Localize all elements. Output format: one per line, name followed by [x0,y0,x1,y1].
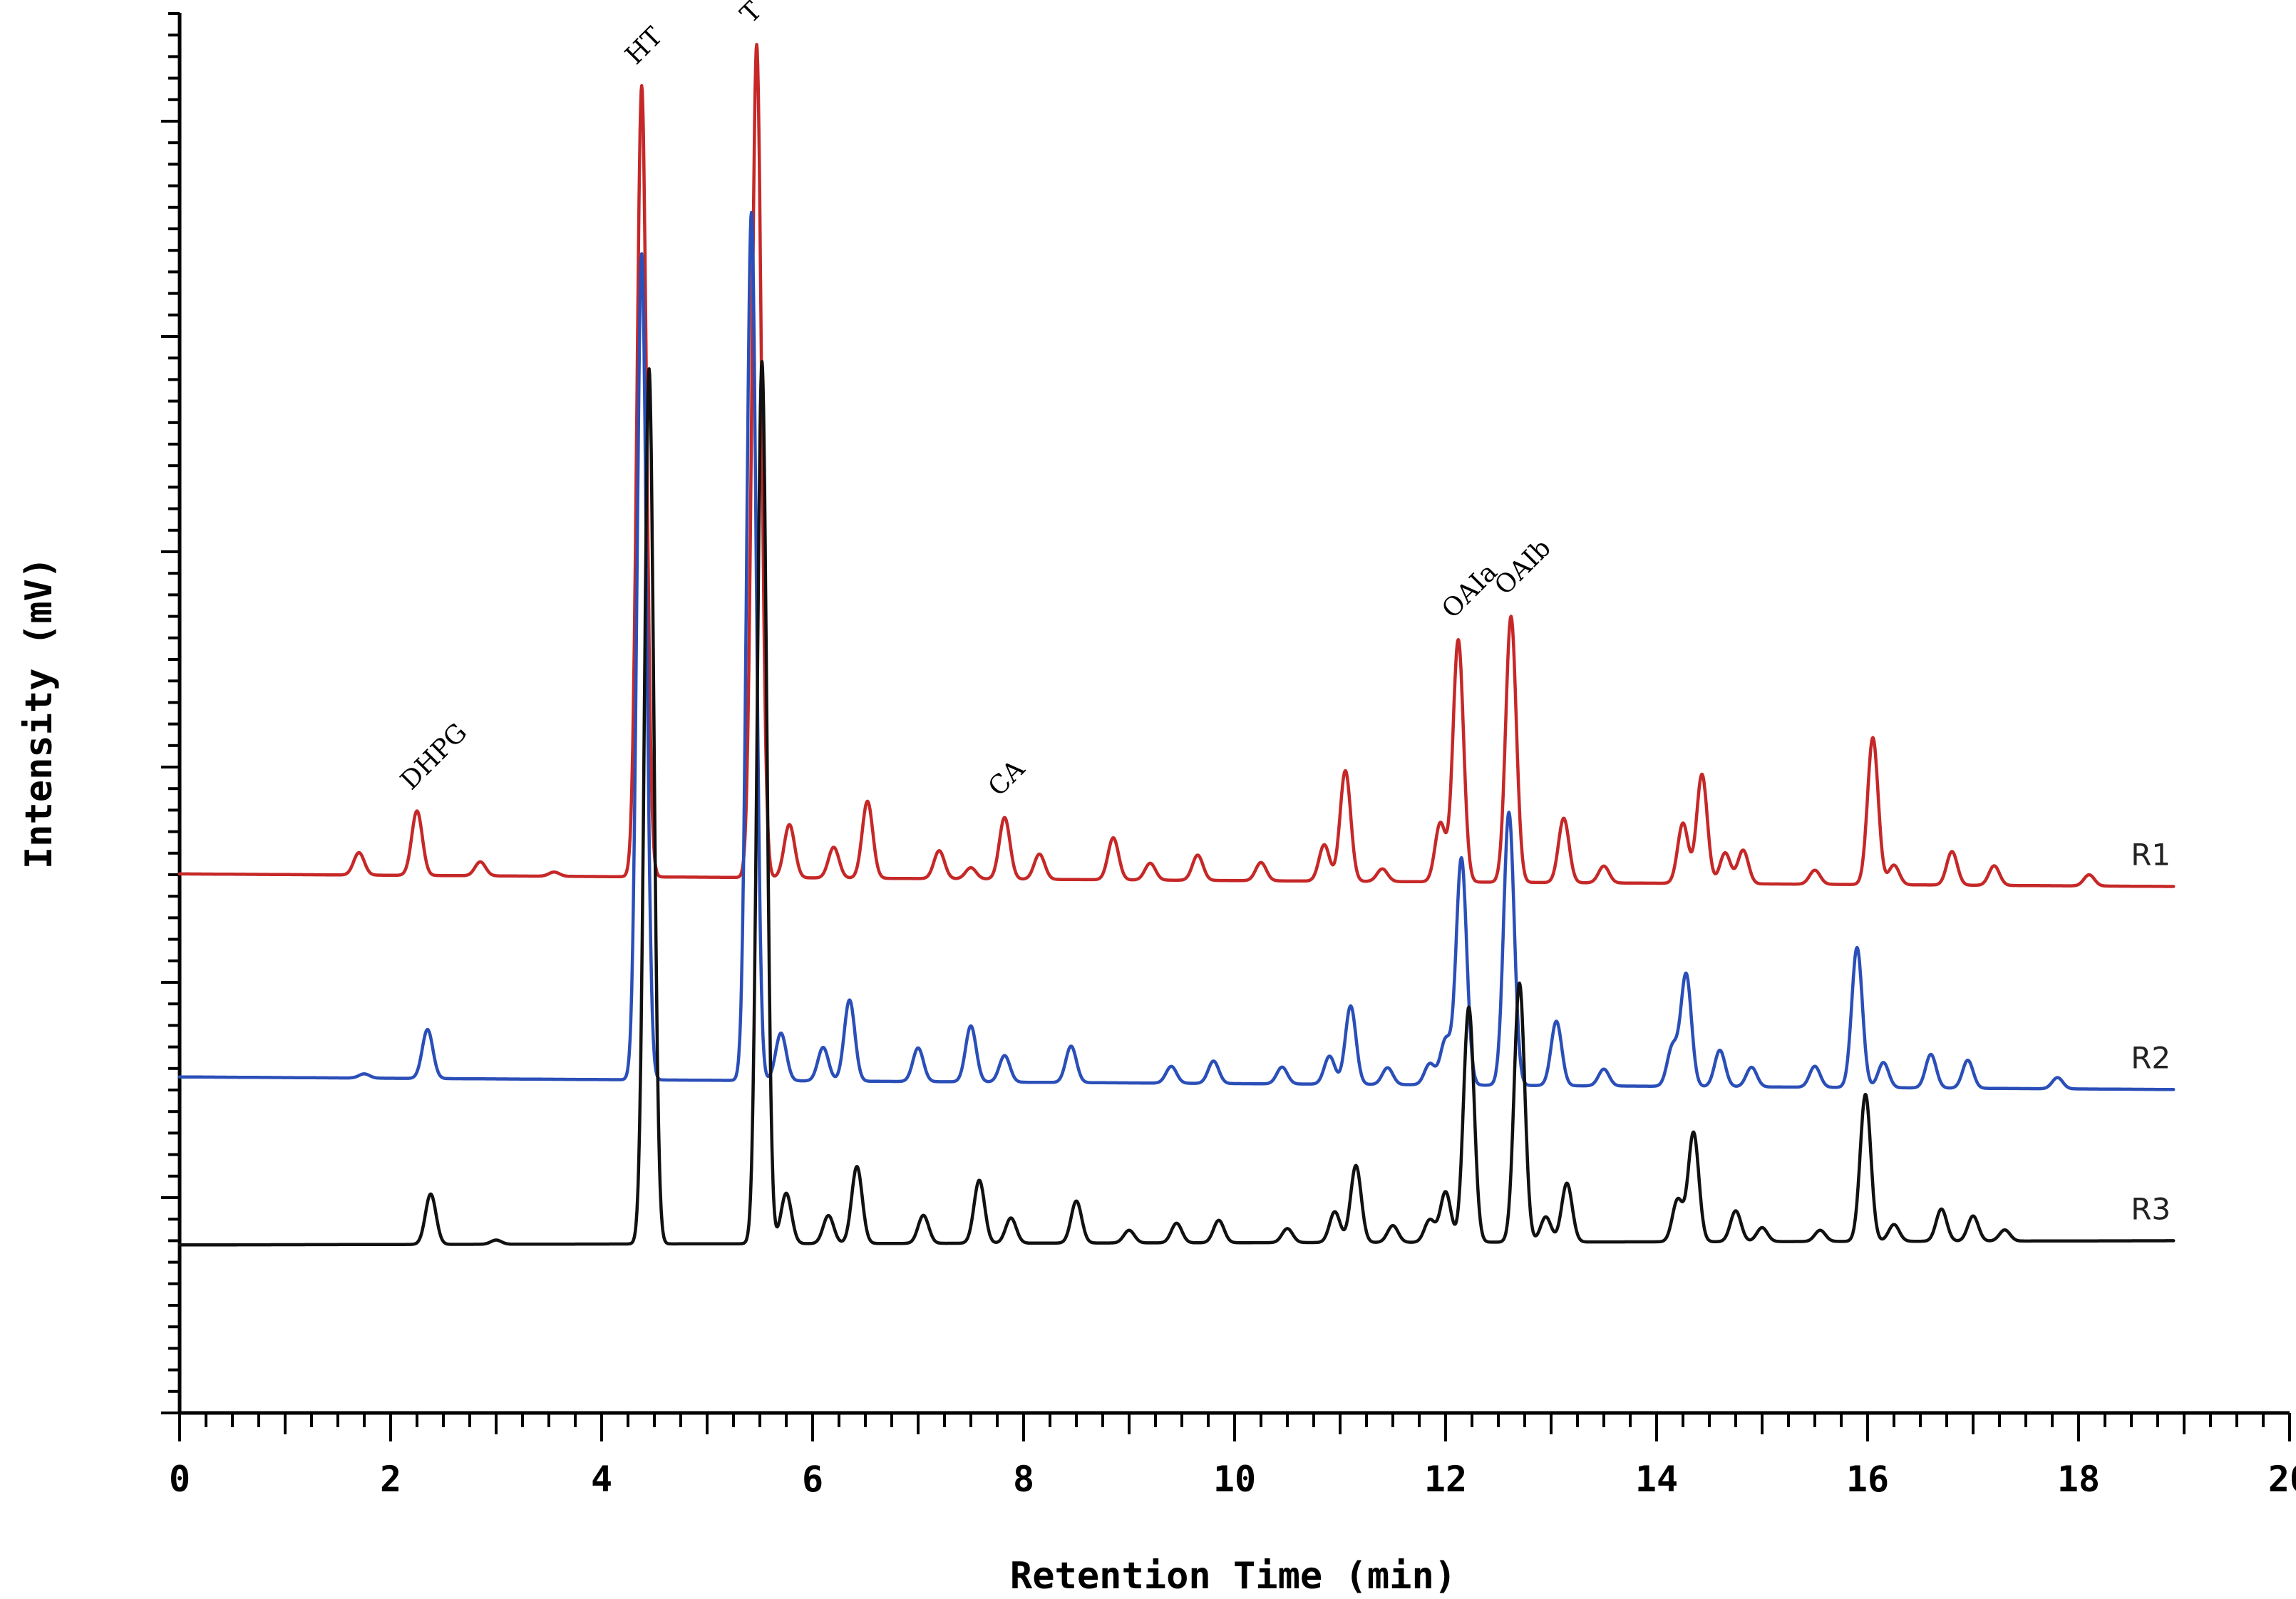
x-tick-label: 8 [1013,1459,1034,1500]
peak-label: HT [620,21,669,70]
x-tick-label: 18 [2057,1459,2100,1500]
x-tick-label: 10 [1213,1459,1256,1500]
trace-r1 [177,43,2176,888]
series-label-r1: R1 [2131,838,2171,873]
y-axis-title: Intensity (mV) [18,557,61,869]
peak-label: T [735,0,768,29]
x-axis-ticks [178,1413,2291,1441]
trace-r3 [177,360,2176,1247]
series-label-r2: R2 [2131,1040,2171,1075]
x-tick-label: 12 [1424,1459,1467,1500]
series-label-r3: R3 [2131,1191,2171,1226]
x-axis-title: Retention Time (min) [1010,1555,1456,1598]
x-tick-label: 4 [591,1459,612,1500]
x-tick-label: 2 [380,1459,401,1500]
peak-label: OAIb [1489,533,1557,601]
x-tick-label: 16 [1846,1459,1889,1500]
x-tick-label: 6 [802,1459,823,1500]
chromatogram-traces [177,43,2176,1247]
x-tick-label: 14 [1635,1459,1678,1500]
peak-label: OAIa [1436,557,1503,624]
x-axis-tick-labels: 0 2 4 6 8 10 12 14 16 18 20 [169,1459,2296,1500]
peak-label: DHPG [395,718,473,796]
x-tick-label: 0 [169,1459,190,1500]
y-axis-ticks [161,12,180,1414]
trace-r2 [177,210,2176,1091]
x-tick-label: 20 [2268,1459,2296,1500]
peak-label: CA [983,754,1031,803]
